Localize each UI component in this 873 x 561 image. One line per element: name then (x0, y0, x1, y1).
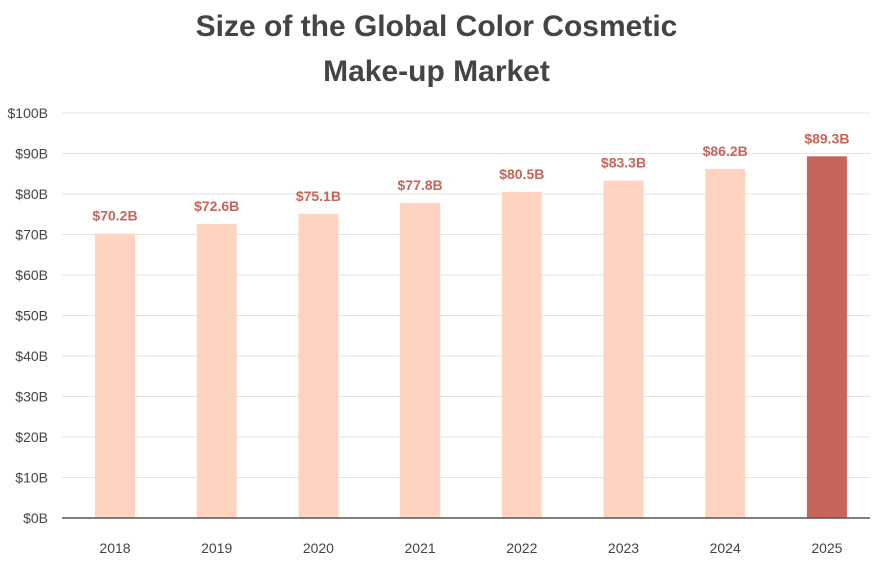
gridlines (62, 112, 870, 478)
chart-title: Size of the Global Color Cosmetic Make-u… (0, 4, 873, 94)
bar-2025 (806, 156, 847, 518)
y-tick-label: $50B (15, 308, 48, 324)
y-tick-label: $40B (15, 348, 48, 364)
bars (95, 156, 847, 518)
x-tick-label-2022: 2022 (506, 540, 537, 556)
bar-2018 (95, 233, 135, 518)
y-tick-label: $20B (15, 429, 48, 445)
y-tick-label: $30B (15, 389, 48, 405)
value-label-2022: $80.5B (499, 166, 544, 182)
chart-title-line-2: Make-up Market (323, 55, 550, 88)
y-tick-label: $60B (15, 267, 48, 283)
value-labels: $70.2B $72.6B $75.1B $77.8B $80.5B $83.3B $86.… (92, 130, 849, 223)
value-label-2018: $70.2B (92, 208, 137, 224)
value-label-2021: $77.8B (398, 177, 443, 193)
x-tick-label-2023: 2023 (608, 540, 639, 556)
bar-2023 (603, 180, 644, 518)
value-label-2025: $89.3B (804, 130, 849, 146)
chart-title-line-1: Size of the Global Color Cosmetic (195, 10, 678, 43)
value-label-2023: $83.3B (601, 155, 646, 171)
y-tick-label: $0B (23, 510, 48, 526)
x-tick-label-2024: 2024 (710, 540, 741, 556)
value-label-2019: $72.6B (194, 198, 239, 214)
x-tick-label-2021: 2021 (405, 540, 436, 556)
x-tick-label-2025: 2025 (811, 540, 842, 556)
x-axis-tick-labels: 2018 2019 2020 2021 2022 2023 2024 2025 (99, 540, 842, 556)
x-tick-label-2020: 2020 (303, 540, 334, 556)
y-tick-label: $100B (8, 105, 48, 121)
value-label-2024: $86.2B (703, 143, 748, 159)
y-tick-label: $90B (15, 146, 48, 162)
x-tick-label-2019: 2019 (201, 540, 232, 556)
bar-2024 (705, 168, 746, 518)
bar-2022 (501, 191, 542, 518)
y-tick-label: $70B (15, 227, 48, 243)
bar-2021 (400, 202, 441, 518)
bar-2019 (196, 223, 237, 518)
x-tick-label-2018: 2018 (99, 540, 130, 556)
bar-2020 (298, 213, 339, 518)
y-tick-label: $80B (15, 186, 48, 202)
value-label-2020: $75.1B (296, 188, 341, 204)
y-tick-label: $10B (15, 470, 48, 486)
y-axis-tick-labels: $0B $10B $20B $30B $40B $50B $60B $70B $80B $90B $… (8, 105, 48, 526)
